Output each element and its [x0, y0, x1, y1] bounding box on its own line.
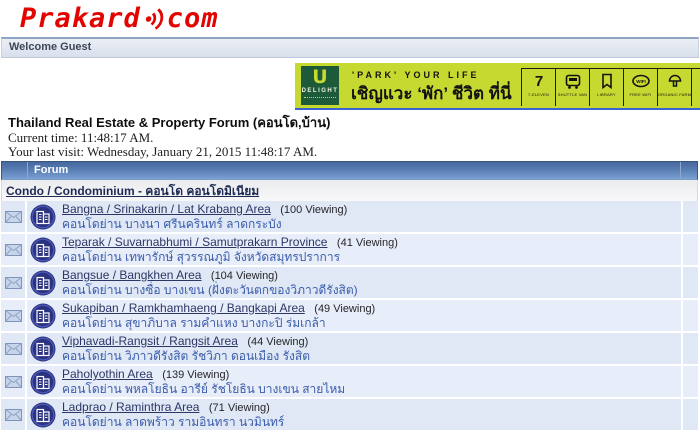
envelope-icon	[5, 277, 22, 289]
envelope-icon	[5, 310, 22, 322]
library-icon	[598, 72, 616, 90]
forum-link[interactable]: Viphavadi-Rangsit / Rangsit Area	[62, 334, 238, 348]
udelight-subtext	[304, 97, 336, 101]
row-main-cell: Teparak / Suvarnabhumi / Samutprakarn Pr…	[27, 234, 683, 265]
envelope-icon	[5, 244, 22, 256]
banner-amenity-cell: 7 7-ELEVEN	[521, 69, 555, 106]
row-main-cell: Paholyothin Area (139 Viewing) คอนโดย่าน…	[27, 366, 683, 397]
envelope-icon	[5, 211, 22, 223]
viewing-count: (100 Viewing)	[280, 204, 347, 216]
banner-amenity-cell: ORGANIC FARM	[657, 69, 691, 106]
site-logo[interactable]: Prakard com	[20, 1, 219, 35]
banner-subheadline: เชิญแวะ ‘พัก’ ชีวิต ที่นี่	[351, 80, 512, 107]
building-icon	[30, 270, 56, 296]
banner-amenity-strip: 7 7-ELEVEN SHUTTLE VAN LIBRARY WIFI	[521, 68, 700, 106]
banner-amenity-cell: LIBRARY	[589, 69, 623, 106]
seven-eleven-icon: 7	[530, 72, 548, 90]
forum-description: คอนโดย่าน บางซื่อ บางเขน (ฝั่งตะวันตกของ…	[62, 284, 358, 298]
banner-amenity-cell: WIFI FREE WIFI	[623, 69, 657, 106]
row-main-cell: Sukapiban / Ramkhamhaeng / Bangkapi Area…	[27, 300, 683, 331]
forum-row: Paholyothin Area (139 Viewing) คอนโดย่าน…	[1, 366, 698, 397]
building-icon	[30, 204, 56, 230]
envelope-icon	[5, 343, 22, 355]
row-right-cell	[683, 300, 698, 331]
shuttle-van-icon	[564, 72, 582, 90]
site-logo-text-right: com	[167, 3, 219, 34]
wifi-icon	[142, 7, 167, 31]
row-status-cell	[1, 267, 27, 298]
viewing-count: (104 Viewing)	[211, 270, 278, 282]
viewing-count: (139 Viewing)	[162, 369, 229, 381]
banner-amenity-cell	[691, 69, 700, 106]
welcome-text: Welcome Guest	[9, 41, 91, 53]
forum-table-header: Forum	[1, 161, 698, 180]
row-main-cell: Bangsue / Bangkhen Area (104 Viewing) คอ…	[27, 267, 683, 298]
row-status-cell	[1, 300, 27, 331]
forum-link[interactable]: Paholyothin Area	[62, 367, 153, 381]
forum-row: Ladprao / Raminthra Area (71 Viewing) คอ…	[1, 399, 698, 430]
udelight-letter: U	[301, 67, 339, 88]
welcome-bar: Welcome Guest	[1, 37, 699, 58]
last-visit: Your last visit: Wednesday, January 21, …	[8, 144, 317, 160]
forum-description: คอนโดย่าน ลาดพร้าว รามอินทรา นวมินทร์	[62, 416, 284, 430]
row-right-cell	[683, 267, 698, 298]
row-status-cell	[1, 234, 27, 265]
row-status-cell	[1, 366, 27, 397]
viewing-count: (49 Viewing)	[314, 303, 375, 315]
udelight-logo: U DELIGHT	[301, 66, 339, 105]
banner-ad[interactable]: U DELIGHT 'PARK' YOUR LIFE เชิญแวะ ‘พัก’…	[295, 63, 700, 110]
row-right-cell	[683, 234, 698, 265]
forum-description: คอนโดย่าน วิภาวดีรังสิต รัชวิภา ดอนเมือง…	[62, 350, 310, 364]
forum-row: Bangna / Srinakarin / Lat Krabang Area (…	[1, 201, 698, 232]
row-status-cell	[1, 399, 27, 430]
banner-amenity-cell: SHUTTLE VAN	[555, 69, 589, 106]
row-main-cell: Ladprao / Raminthra Area (71 Viewing) คอ…	[27, 399, 683, 430]
viewing-count: (41 Viewing)	[337, 237, 398, 249]
header-right-column	[681, 162, 697, 179]
building-icon	[30, 303, 56, 329]
envelope-icon	[5, 409, 22, 421]
forum-row: Viphavadi-Rangsit / Rangsit Area (44 Vie…	[1, 333, 698, 364]
row-right-cell	[683, 399, 698, 430]
forum-description: คอนโดย่าน สุขาภิบาล รามคำแหง บางกะปิ ร่ม…	[62, 317, 375, 331]
forum-link[interactable]: Bangna / Srinakarin / Lat Krabang Area	[62, 202, 271, 216]
svg-text:WIFI: WIFI	[636, 79, 646, 84]
forum-link[interactable]: Bangsue / Bangkhen Area	[62, 268, 201, 282]
row-right-cell	[683, 366, 698, 397]
viewing-count: (71 Viewing)	[209, 402, 270, 414]
forum-link[interactable]: Ladprao / Raminthra Area	[62, 400, 199, 414]
envelope-icon	[5, 376, 22, 388]
header-forum-column: Forum	[28, 162, 681, 179]
forum-description: คอนโดย่าน บางนา ศรีนครินทร์ ลาดกระบัง	[62, 218, 347, 232]
viewing-count: (44 Viewing)	[247, 336, 308, 348]
building-icon	[30, 336, 56, 362]
building-icon	[30, 369, 56, 395]
row-status-cell	[1, 201, 27, 232]
site-logo-text-left: Prakard	[20, 3, 141, 34]
building-icon	[30, 237, 56, 263]
forum-link[interactable]: Sukapiban / Ramkhamhaeng / Bangkapi Area	[62, 301, 305, 315]
forum-row: Sukapiban / Ramkhamhaeng / Bangkapi Area…	[1, 300, 698, 331]
udelight-name: DELIGHT	[301, 88, 339, 95]
header-icon-column	[2, 162, 28, 179]
svg-text:7: 7	[534, 73, 542, 90]
category-row: Condo / Condominium - คอนโด คอนโดมิเนียม	[1, 180, 698, 201]
forum-link[interactable]: Teparak / Suvarnabhumi / Samutprakarn Pr…	[62, 235, 327, 249]
row-right-cell	[683, 201, 698, 232]
row-status-cell	[1, 333, 27, 364]
forum-row: Teparak / Suvarnabhumi / Samutprakarn Pr…	[1, 234, 698, 265]
row-main-cell: Bangna / Srinakarin / Lat Krabang Area (…	[27, 201, 683, 232]
forum-description: คอนโดย่าน เทพารักษ์ สุวรรณภูมิ จังหวัดสม…	[62, 251, 398, 265]
building-icon	[30, 402, 56, 428]
free-wifi-icon: WIFI	[632, 72, 650, 90]
row-right-cell	[683, 333, 698, 364]
row-main-cell: Viphavadi-Rangsit / Rangsit Area (44 Vie…	[27, 333, 683, 364]
forum-row: Bangsue / Bangkhen Area (104 Viewing) คอ…	[1, 267, 698, 298]
forum-description: คอนโดย่าน พหลโยธิน อารีย์ รัชโยธิน บางเข…	[62, 383, 345, 397]
category-link[interactable]: Condo / Condominium - คอนโด คอนโดมิเนียม	[6, 184, 259, 198]
forum-table: Forum Condo / Condominium - คอนโด คอนโดม…	[1, 161, 698, 432]
banner-headline: 'PARK' YOUR LIFE	[352, 70, 479, 80]
organic-farm-icon	[666, 72, 684, 90]
